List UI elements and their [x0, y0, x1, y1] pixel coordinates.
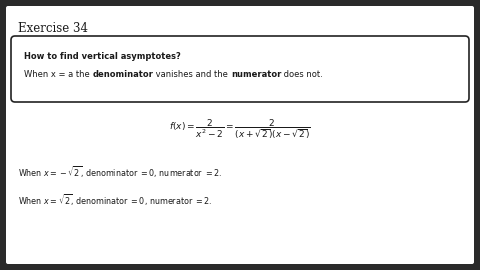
- Text: does not.: does not.: [281, 70, 323, 79]
- FancyBboxPatch shape: [11, 36, 469, 102]
- Text: When $x = -\sqrt{2}$, denominator $= 0$, numerator $= 2$.: When $x = -\sqrt{2}$, denominator $= 0$,…: [18, 165, 222, 180]
- Text: How to find vertical asymptotes?: How to find vertical asymptotes?: [24, 52, 181, 61]
- Text: Exercise 34: Exercise 34: [18, 22, 88, 35]
- Text: When x = a the: When x = a the: [24, 70, 92, 79]
- Text: vanishes and the: vanishes and the: [153, 70, 231, 79]
- Text: numerator: numerator: [231, 70, 281, 79]
- FancyBboxPatch shape: [6, 6, 474, 264]
- Text: $f(x) = \dfrac{2}{x^2 - 2} = \dfrac{2}{(x + \sqrt{2})(x - \sqrt{2})}$: $f(x) = \dfrac{2}{x^2 - 2} = \dfrac{2}{(…: [169, 118, 311, 141]
- Text: When $x = \sqrt{2}$, denominator $= 0$, numerator $= 2$.: When $x = \sqrt{2}$, denominator $= 0$, …: [18, 193, 213, 208]
- Text: denominator: denominator: [92, 70, 153, 79]
